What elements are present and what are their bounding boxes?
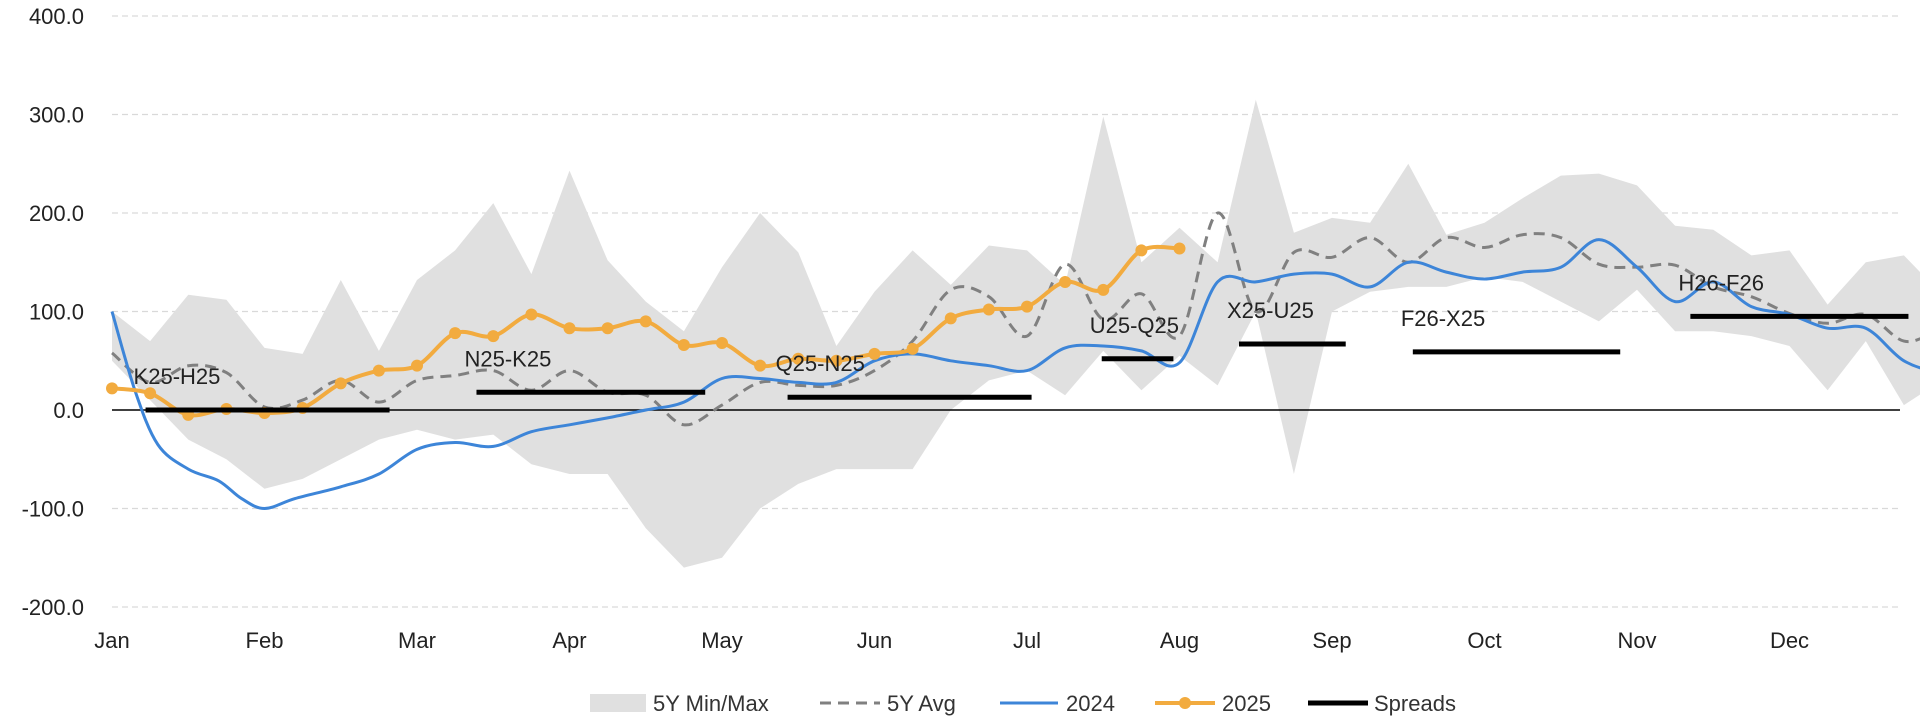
y-tick-label: 200.0 xyxy=(29,201,84,226)
data-point-2025 xyxy=(411,359,423,372)
series-line-2024 xyxy=(110,238,1920,511)
data-point-2025 xyxy=(144,387,157,400)
data-point-2025 xyxy=(334,377,347,390)
legend: 5Y Min/Max 5Y Avg 2024 2025 Spreads xyxy=(590,691,1456,716)
data-point-2025 xyxy=(792,352,805,365)
data-point-2025 xyxy=(1097,283,1110,296)
legend-label: Spreads xyxy=(1374,691,1456,716)
avg-series-layer xyxy=(111,211,1920,427)
data-point-2025 xyxy=(449,327,462,340)
y-tick-label: -100.0 xyxy=(22,497,84,522)
y-tick-label: 100.0 xyxy=(29,300,84,325)
x-axis-ticks: Jan Feb Mar Apr May Jun Jul Aug Sep Oct Nov Dec xyxy=(94,628,1809,653)
spread-label: K25-H25 xyxy=(134,364,221,389)
y-tick-label: 400.0 xyxy=(29,4,84,29)
data-point-2025 xyxy=(563,322,576,335)
spread-label: F26-X25 xyxy=(1401,306,1485,331)
x-tick-label: Apr xyxy=(552,628,586,653)
spread-label: H26-F26 xyxy=(1678,270,1764,295)
x-tick-label: Jul xyxy=(1013,628,1041,653)
x-tick-label: Dec xyxy=(1770,628,1809,653)
legend-swatch-band xyxy=(590,694,646,712)
min-max-band xyxy=(112,99,1920,568)
data-point-2025 xyxy=(487,330,500,343)
y-tick-label: 0.0 xyxy=(53,398,84,423)
x-tick-label: Feb xyxy=(246,628,284,653)
spread-label: U25-Q25 xyxy=(1090,313,1179,338)
data-point-2025 xyxy=(906,342,919,355)
x-tick-label: Aug xyxy=(1160,628,1199,653)
x-tick-label: May xyxy=(701,628,743,653)
data-point-2025 xyxy=(372,364,385,377)
spread-label: X25-U25 xyxy=(1227,298,1314,323)
x-tick-label: Sep xyxy=(1312,628,1351,653)
legend-label: 2025 xyxy=(1222,691,1271,716)
series-2024-layer xyxy=(110,238,1920,511)
x-tick-label: Jan xyxy=(94,628,129,653)
data-point-2025 xyxy=(944,312,957,325)
x-tick-label: Jun xyxy=(857,628,892,653)
data-point-2025 xyxy=(830,354,843,367)
spread-label: Q25-N25 xyxy=(776,351,865,376)
data-point-2025 xyxy=(106,382,118,395)
data-point-2025 xyxy=(1059,275,1072,288)
x-tick-label: Nov xyxy=(1617,628,1656,653)
data-point-2025 xyxy=(1021,300,1033,313)
legend-label: 5Y Avg xyxy=(887,691,956,716)
data-point-2025 xyxy=(639,315,652,328)
data-point-2025 xyxy=(754,359,767,372)
legend-marker-2025 xyxy=(1179,697,1191,709)
data-point-2025 xyxy=(525,308,538,321)
legend-label: 5Y Min/Max xyxy=(653,691,769,716)
x-tick-label: Oct xyxy=(1467,628,1501,653)
data-point-2025 xyxy=(601,322,614,335)
x-tick-label: Mar xyxy=(398,628,436,653)
min-max-band-layer xyxy=(112,99,1920,568)
data-point-2025 xyxy=(716,337,728,350)
series-line-5y-avg xyxy=(111,211,1920,427)
data-point-2025 xyxy=(1135,244,1148,257)
data-point-2025 xyxy=(1173,242,1186,255)
y-tick-label: 300.0 xyxy=(29,103,84,128)
y-tick-label: -200.0 xyxy=(22,595,84,620)
data-point-2025 xyxy=(677,338,690,351)
y-axis-ticks: 400.0 300.0 200.0 100.0 0.0 -100.0 -200.0 xyxy=(22,4,84,620)
spread-label: N25-K25 xyxy=(464,346,551,371)
series-2025-layer xyxy=(106,242,1186,421)
legend-label: 2024 xyxy=(1066,691,1115,716)
data-point-2025 xyxy=(868,347,881,360)
data-point-2025 xyxy=(982,303,995,316)
spreads-layer: K25-H25 N25-K25 Q25-N25 U25-Q25 X25-U25 F26-X… xyxy=(134,270,1909,413)
